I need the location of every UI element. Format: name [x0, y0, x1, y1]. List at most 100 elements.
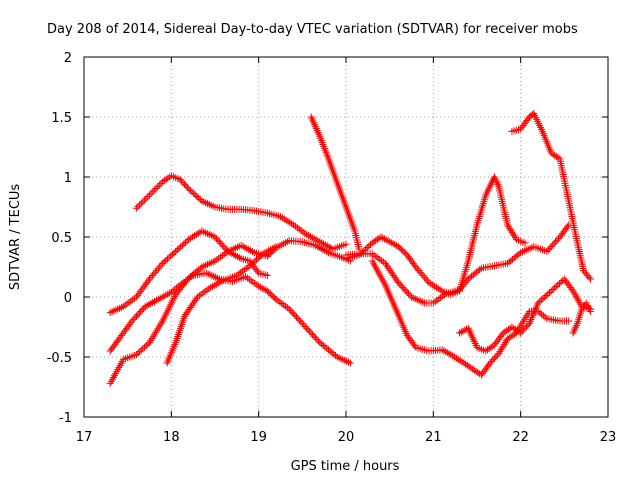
data-point	[536, 298, 544, 305]
data-point	[287, 307, 295, 315]
series-track-e	[132, 172, 350, 253]
data-point	[326, 347, 334, 355]
data-point	[178, 241, 186, 249]
y-tick-label: 0.5	[51, 231, 72, 246]
data-point	[460, 280, 468, 288]
data-point	[396, 280, 404, 288]
data-point	[121, 326, 129, 334]
data-point	[293, 313, 301, 321]
data-point	[490, 354, 498, 362]
data-point	[550, 239, 558, 247]
data-point	[587, 307, 595, 315]
data-point	[403, 288, 411, 296]
data-point	[394, 279, 402, 287]
data-point	[182, 238, 190, 246]
data-point	[498, 331, 506, 339]
data-point	[155, 181, 163, 189]
data-point	[422, 275, 430, 283]
data-point	[539, 312, 547, 320]
data-point	[118, 331, 126, 339]
data-point	[539, 295, 547, 302]
data-point	[405, 290, 413, 298]
data-point	[176, 175, 184, 183]
data-point	[500, 340, 508, 348]
data-point	[150, 186, 158, 194]
data-point	[136, 288, 144, 296]
data-point	[298, 319, 306, 327]
data-point	[316, 339, 324, 347]
data-point	[461, 279, 469, 287]
data-point	[306, 327, 314, 335]
data-point	[549, 241, 557, 249]
data-point	[137, 307, 145, 315]
data-point	[323, 344, 331, 352]
data-point	[502, 337, 510, 345]
data-point	[510, 232, 518, 240]
data-point	[495, 349, 503, 357]
data-point	[256, 253, 264, 261]
x-tick-label: 18	[163, 430, 180, 445]
data-point	[144, 277, 152, 285]
data-point	[524, 321, 532, 329]
data-point	[146, 275, 153, 283]
data-point	[215, 238, 223, 246]
data-point	[541, 293, 549, 301]
data-point	[249, 259, 257, 267]
data-point	[489, 356, 497, 364]
y-tick-label: 2	[64, 51, 72, 66]
data-point	[412, 263, 420, 271]
data-point	[193, 193, 201, 200]
series-track-l	[569, 299, 595, 337]
data-point	[456, 286, 464, 294]
data-point	[132, 293, 140, 301]
data-point	[421, 273, 429, 281]
data-point	[218, 241, 226, 249]
data-point	[191, 191, 199, 199]
data-point	[342, 240, 350, 248]
data-point	[150, 270, 158, 278]
x-axis-label: GPS time / hours	[291, 459, 400, 474]
data-point	[307, 329, 315, 337]
data-point	[294, 315, 302, 323]
data-point	[217, 239, 225, 247]
data-point	[304, 326, 312, 334]
data-point	[463, 277, 471, 285]
data-point	[291, 311, 299, 319]
data-point	[328, 349, 336, 357]
data-point	[521, 239, 529, 247]
data-point	[143, 279, 151, 287]
data-point	[565, 317, 573, 325]
data-point	[310, 332, 318, 340]
series-track-b	[106, 269, 354, 367]
data-point	[504, 221, 512, 229]
data-point	[123, 324, 131, 332]
data-point	[246, 262, 254, 270]
data-point	[325, 346, 333, 354]
data-point	[134, 311, 142, 319]
data-point	[416, 268, 424, 276]
data-point	[538, 310, 546, 318]
data-point	[552, 238, 560, 246]
data-point	[196, 264, 204, 272]
data-point	[157, 179, 165, 187]
data-point	[132, 204, 140, 212]
data-point	[157, 261, 165, 269]
data-point	[182, 182, 190, 190]
data-point	[547, 287, 555, 295]
data-point	[120, 328, 128, 336]
data-point	[402, 287, 410, 295]
x-tick-label: 19	[250, 430, 267, 445]
data-point	[263, 271, 271, 279]
data-point	[169, 287, 177, 295]
data-point	[170, 249, 178, 257]
data-point	[212, 235, 220, 243]
data-point	[534, 299, 542, 307]
data-point	[458, 282, 466, 290]
series-track-h	[342, 221, 573, 307]
data-point	[288, 308, 296, 316]
data-point	[546, 289, 554, 296]
data-point	[400, 285, 408, 293]
data-point	[330, 350, 338, 358]
data-point	[321, 343, 329, 351]
data-point	[137, 199, 145, 207]
